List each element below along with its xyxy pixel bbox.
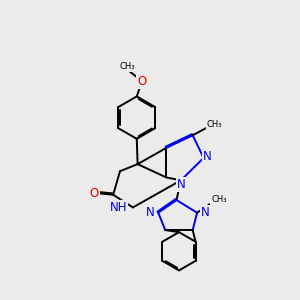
Text: N: N — [146, 206, 154, 219]
Text: NH: NH — [110, 201, 127, 214]
Text: CH₃: CH₃ — [120, 62, 135, 71]
Text: N: N — [176, 178, 185, 191]
Text: N: N — [201, 206, 210, 219]
Text: O: O — [90, 187, 99, 200]
Text: CH₃: CH₃ — [211, 195, 227, 204]
Text: CH₃: CH₃ — [207, 120, 222, 129]
Text: O: O — [137, 75, 147, 88]
Text: N: N — [203, 150, 212, 163]
